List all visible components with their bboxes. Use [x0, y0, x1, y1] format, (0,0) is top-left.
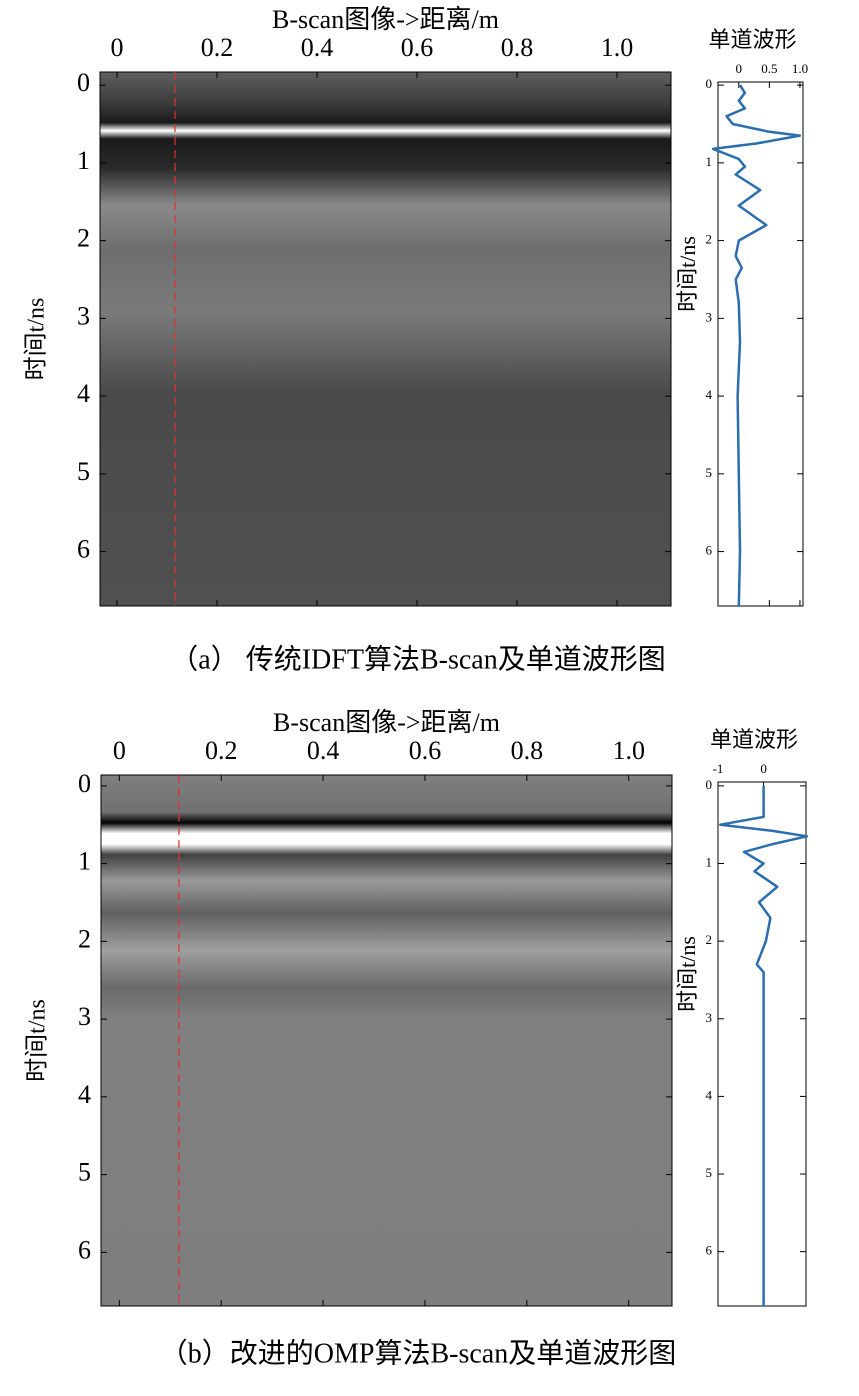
caption: （b）改进的OMP算法B-scan及单道波形图 [160, 1337, 676, 1369]
y-tick-label: 3 [706, 1010, 713, 1025]
x-tick-label: 1.0 [612, 736, 645, 765]
y-tick-label: 4 [77, 379, 90, 408]
y-tick-label: 0 [78, 769, 91, 798]
y-tick-label: 4 [706, 1087, 713, 1102]
x-tick-label: 0.6 [401, 33, 434, 62]
x-tick-label: 0.8 [511, 736, 544, 765]
plot-frame [717, 81, 804, 607]
y-tick-label: 3 [706, 309, 713, 324]
y-axis-label: 时间t/ns [675, 936, 700, 1012]
y-tick-label: 4 [706, 387, 713, 402]
y-tick-label: 5 [78, 1158, 91, 1187]
x-tick-label: 0.4 [301, 33, 334, 62]
x-tick-label: 0.5 [761, 61, 777, 76]
x-tick-label: 0.6 [409, 736, 442, 765]
plot-frame [717, 781, 807, 1307]
x-tick-label: 1.0 [601, 33, 634, 62]
x-tick-label: 0.2 [201, 33, 234, 62]
plot-frame [100, 774, 673, 1307]
y-axis-label: 时间t/ns [24, 999, 51, 1082]
y-axis-label: 时间t/ns [23, 298, 50, 381]
y-tick-label: 0 [706, 76, 713, 91]
x-tick-label: 0 [760, 761, 767, 776]
waveform-line [719, 785, 809, 1306]
chart-title: B-scan图像->距离/m [273, 708, 500, 737]
y-tick-label: 6 [706, 1243, 713, 1258]
y-tick-label: 0 [77, 68, 90, 97]
y-tick-label: 3 [78, 1002, 91, 1031]
y-tick-label: 6 [77, 535, 90, 564]
chart-title: 单道波形 [710, 727, 798, 752]
x-tick-label: 0.4 [307, 736, 340, 765]
y-tick-label: 4 [78, 1080, 91, 1109]
x-tick-label: 0.2 [205, 736, 238, 765]
x-tick-label: 0 [111, 33, 124, 62]
x-tick-label: 1.0 [792, 61, 808, 76]
chart-title: 单道波形 [708, 27, 796, 52]
waveform-line [711, 84, 802, 607]
bscan-image [100, 72, 671, 606]
y-tick-label: 3 [77, 301, 90, 330]
caption: （a） 传统IDFT算法B-scan及单道波形图 [170, 643, 665, 675]
y-tick-label: 5 [706, 1165, 713, 1180]
y-tick-label: 2 [78, 924, 91, 953]
y-axis-label: 时间t/ns [675, 236, 700, 312]
y-tick-label: 1 [706, 854, 713, 869]
y-tick-label: 2 [706, 932, 713, 947]
bscan-image [101, 775, 672, 1306]
plot-frame [99, 71, 672, 607]
y-tick-label: 5 [77, 457, 90, 486]
x-tick-label: -1 [713, 761, 724, 776]
y-tick-label: 1 [77, 146, 90, 175]
chart-title: B-scan图像->距离/m [272, 5, 499, 34]
y-tick-label: 6 [706, 543, 713, 558]
x-tick-label: 0.8 [501, 33, 534, 62]
x-tick-label: 0 [113, 736, 126, 765]
y-tick-label: 2 [706, 232, 713, 247]
y-tick-label: 6 [78, 1235, 91, 1264]
y-tick-label: 0 [706, 777, 713, 792]
y-tick-label: 1 [78, 847, 91, 876]
x-tick-label: 0 [736, 61, 743, 76]
y-tick-label: 2 [77, 224, 90, 253]
y-tick-label: 1 [706, 154, 713, 169]
y-tick-label: 5 [706, 465, 713, 480]
